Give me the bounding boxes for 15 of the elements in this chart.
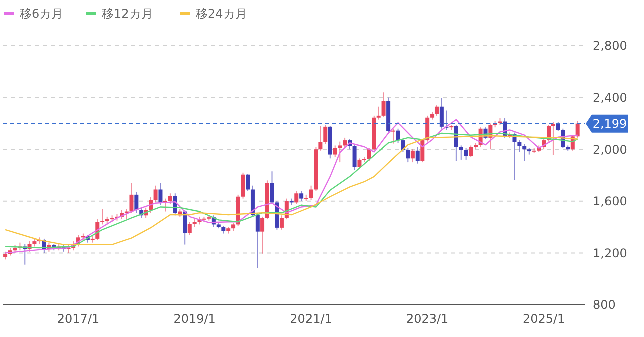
legend-label: 移24カ月 xyxy=(196,7,248,22)
y-tick-label: 2,400 xyxy=(593,91,628,105)
x-tick-label: 2021/1 xyxy=(290,312,332,326)
y-tick-label: 1,600 xyxy=(593,194,628,209)
legend-label: 移12カ月 xyxy=(102,7,154,22)
y-tick-label: 1,200 xyxy=(593,246,628,260)
x-tick-label: 2019/1 xyxy=(174,312,216,326)
x-tick-label: 2023/1 xyxy=(406,312,449,326)
legend-label: 移6カ月 xyxy=(20,7,64,22)
x-tick-label: 2017/1 xyxy=(57,312,100,326)
x-tick-label: 2025/1 xyxy=(522,312,566,326)
y-tick-label: 800 xyxy=(593,298,616,312)
ref-line-label: 2,199 xyxy=(592,117,628,132)
y-tick-label: 2,000 xyxy=(593,142,628,157)
y-tick-label: 2,800 xyxy=(593,39,628,54)
